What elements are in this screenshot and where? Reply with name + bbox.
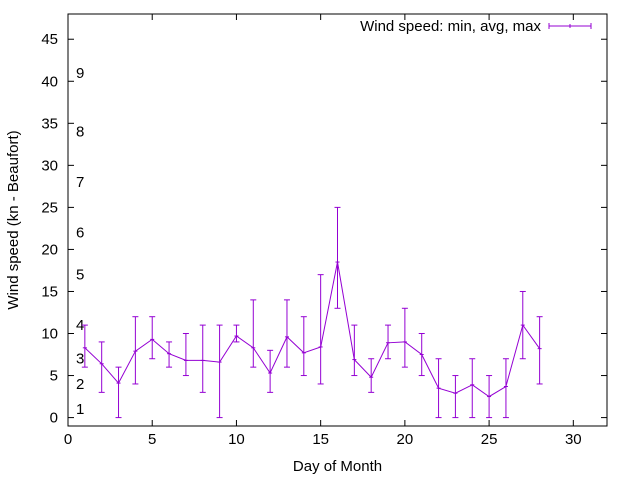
error-bar <box>368 358 375 393</box>
beaufort-label: 9 <box>76 65 84 82</box>
error-bar <box>166 341 173 368</box>
error-bar <box>115 366 122 419</box>
error-bar <box>300 316 307 377</box>
x-tick-label: 20 <box>397 431 414 448</box>
error-bar <box>334 206 341 309</box>
series-line <box>84 261 541 398</box>
error-bar <box>267 349 274 393</box>
error-bar <box>317 274 324 385</box>
error-bar <box>81 324 88 368</box>
plot-border <box>67 13 608 427</box>
error-bar <box>502 358 509 419</box>
y-tick-label: 45 <box>41 31 58 48</box>
error-bar <box>536 316 543 385</box>
x-tick-label: 10 <box>228 431 245 448</box>
error-bar <box>452 375 459 419</box>
beaufort-label: 7 <box>76 174 84 191</box>
data-series <box>81 206 543 419</box>
error-bar <box>182 333 189 377</box>
error-bar <box>486 375 493 419</box>
beaufort-scale-labels: 1 2 3 4 5 6 7 8 9 <box>76 65 84 418</box>
beaufort-label: 5 <box>76 267 84 284</box>
error-bar <box>418 333 425 377</box>
beaufort-label: 6 <box>76 225 84 242</box>
beaufort-label: 8 <box>76 124 84 141</box>
error-bar <box>469 358 476 419</box>
beaufort-label: 1 <box>76 401 84 418</box>
error-bar <box>132 316 139 385</box>
error-bar <box>435 358 442 419</box>
x-axis-label: Day of Month <box>293 458 382 475</box>
y-tick-label: 0 <box>50 410 58 427</box>
x-tick-label: 0 <box>64 431 72 448</box>
beaufort-label: 2 <box>76 376 84 393</box>
y-tick-label: 20 <box>41 241 58 258</box>
legend-label: Wind speed: min, avg, max <box>360 18 541 35</box>
y-tick-label: 10 <box>41 326 58 343</box>
error-bar <box>351 324 358 377</box>
error-bar <box>401 307 408 368</box>
error-bar <box>149 316 156 360</box>
y-tick-label: 40 <box>41 73 58 90</box>
legend: Wind speed: min, avg, max <box>360 18 592 35</box>
error-bar <box>199 324 206 393</box>
x-tick-label: 5 <box>148 431 156 448</box>
error-bar <box>250 299 257 368</box>
error-bar <box>283 299 290 368</box>
error-bar <box>98 341 105 393</box>
y-tick-label: 35 <box>41 115 58 132</box>
error-bar <box>385 324 392 360</box>
error-bar <box>233 324 240 343</box>
x-tick-label: 25 <box>481 431 498 448</box>
error-bar <box>519 290 526 360</box>
y-tick-label: 25 <box>41 199 58 216</box>
x-tick-label: 30 <box>565 431 582 448</box>
x-tick-label: 15 <box>312 431 329 448</box>
y-axis-label: Wind speed (kn - Beaufort) <box>5 130 22 309</box>
y-tick-label: 30 <box>41 157 58 174</box>
y-tick-label: 15 <box>41 283 58 300</box>
beaufort-label: 4 <box>76 317 84 334</box>
beaufort-label: 3 <box>76 351 84 368</box>
error-bar <box>216 324 223 419</box>
y-tick-label: 5 <box>50 368 58 385</box>
